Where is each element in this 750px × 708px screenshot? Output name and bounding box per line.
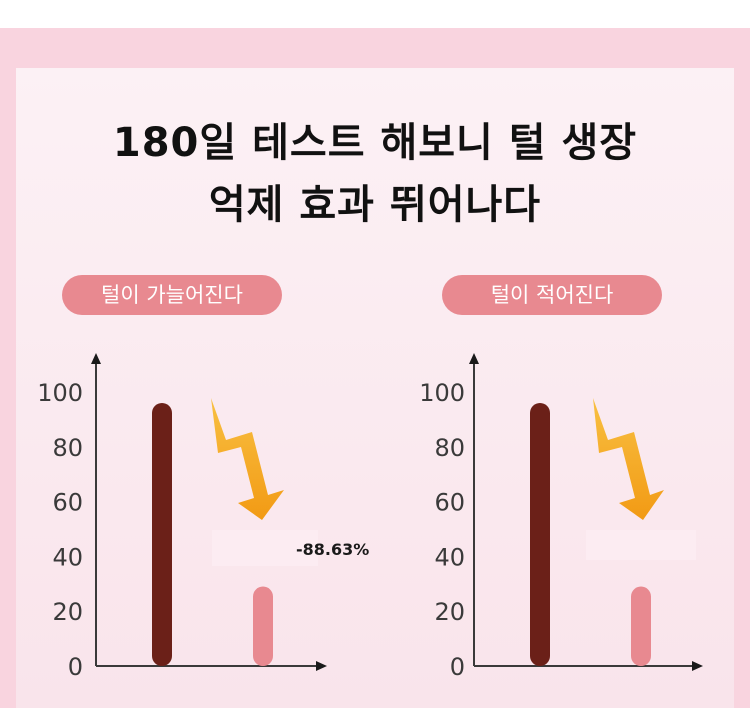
chart-right-bars — [530, 402, 651, 666]
chart-right-axes — [469, 353, 703, 671]
content-panel — [16, 68, 734, 708]
y-tick-label: 60 — [434, 489, 465, 517]
reduction-annotation: -88.63% — [296, 540, 369, 559]
y-tick-label: 40 — [52, 543, 83, 571]
chart-left-bars — [152, 402, 273, 666]
label-pill-fewer: 털이 적어진다 — [442, 275, 662, 315]
y-tick-label: 80 — [434, 434, 465, 462]
chart-left: 0 20 40 60 80 100 -88.63% — [37, 353, 369, 681]
label-pill-thinner: 털이 가늘어진다 — [62, 275, 282, 315]
headline-line-2: 억제 효과 뛰어나다 — [208, 182, 542, 228]
bar-after — [253, 586, 273, 666]
y-tick-label: 40 — [434, 543, 465, 571]
y-tick-label: 20 — [434, 598, 465, 626]
down-arrow-icon — [593, 398, 664, 520]
chart-right-ticks: 0 20 40 60 80 100 — [419, 379, 465, 681]
y-tick-label: 100 — [37, 379, 83, 407]
y-tick-label: 0 — [68, 653, 83, 681]
chart-right-x-arrowhead — [692, 661, 703, 671]
bar-after — [631, 586, 651, 666]
chart-right: 0 20 40 60 80 100 — [419, 353, 703, 681]
chart-left-ticks: 0 20 40 60 80 100 — [37, 379, 83, 681]
chart-left-y-arrowhead — [91, 353, 101, 364]
y-tick-label: 60 — [52, 489, 83, 517]
y-tick-label: 80 — [52, 434, 83, 462]
down-arrow-icon — [211, 398, 284, 520]
y-tick-label: 20 — [52, 598, 83, 626]
bar-before — [530, 402, 550, 666]
annotation-backdrop-left — [212, 530, 318, 566]
bar-before — [152, 402, 172, 666]
chart-right-y-arrowhead — [469, 353, 479, 364]
headline: 180일 테스트 해보니 털 생장 억제 효과 뛰어나다 — [0, 112, 750, 236]
chart-left-x-arrowhead — [316, 661, 327, 671]
chart-left-axes — [91, 353, 327, 671]
headline-line-1: 180일 테스트 해보니 털 생장 — [112, 120, 638, 166]
y-tick-label: 0 — [450, 653, 465, 681]
annotation-backdrop-right — [586, 530, 696, 560]
y-tick-label: 100 — [419, 379, 465, 407]
